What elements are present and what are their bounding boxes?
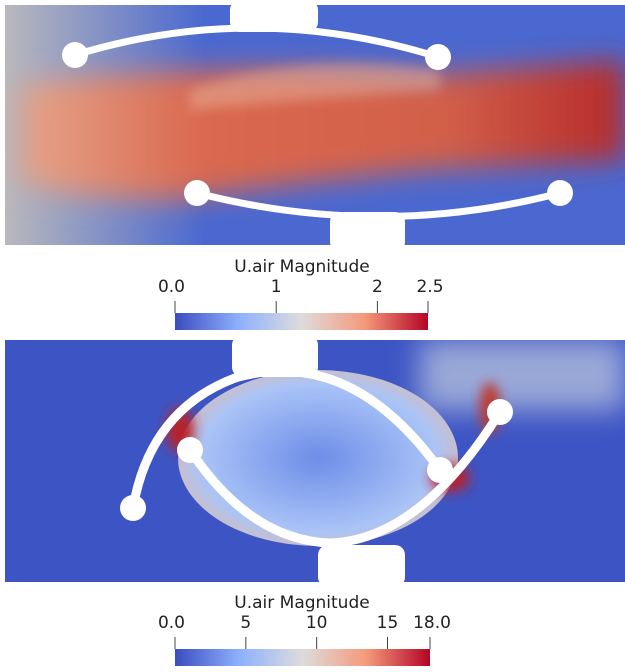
- colorbar: U.air Magnitude 0.0 5 10 15 18.0: [158, 593, 451, 666]
- colorbar-gradient: [175, 313, 428, 330]
- colorbar-gradient: [175, 649, 430, 666]
- tick-label: 15: [377, 613, 399, 633]
- figure: U.air Magnitude 0.0 1 2 2.5 U.air Magnitude…: [0, 0, 625, 672]
- tick-label: 0.0: [158, 277, 185, 297]
- field-1: [5, 0, 625, 252]
- tick-label: 18.0: [413, 613, 451, 633]
- colorbar-title: U.air Magnitude: [234, 593, 369, 613]
- field-2: [5, 335, 625, 587]
- tick-label: 10: [306, 613, 328, 633]
- tick-label: 5: [240, 613, 251, 633]
- colorbar-title: U.air Magnitude: [234, 257, 369, 277]
- colorbar: U.air Magnitude 0.0 1 2 2.5: [158, 257, 444, 330]
- tick-label: 0.0: [158, 613, 185, 633]
- tick-label: 2.5: [416, 277, 443, 297]
- tick-label: 1: [271, 277, 282, 297]
- tick-label: 2: [372, 277, 383, 297]
